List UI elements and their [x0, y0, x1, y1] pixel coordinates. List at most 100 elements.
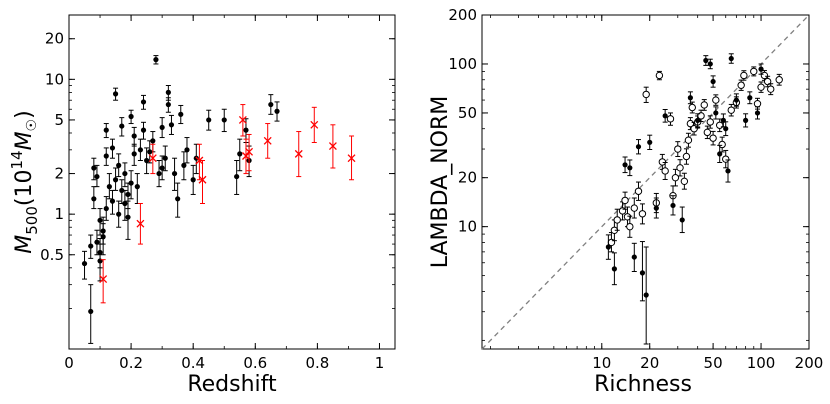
left-ylabel-odot: ☉	[24, 119, 40, 132]
data-point	[112, 87, 119, 101]
data-point	[206, 109, 212, 131]
data-point	[630, 197, 638, 219]
marker-filled-circle	[184, 147, 190, 153]
marker-filled-circle	[140, 127, 147, 133]
data-point	[712, 94, 720, 106]
marker-open-circle	[674, 145, 682, 153]
data-point	[122, 189, 128, 221]
data-point	[116, 200, 122, 228]
marker-filled-circle	[754, 110, 761, 116]
data-point	[119, 179, 125, 204]
data-point	[165, 97, 171, 113]
marker-filled-circle	[728, 55, 734, 62]
marker-filled-circle	[631, 254, 637, 260]
marker-open-circle	[722, 155, 730, 163]
marker-filled-circle	[162, 155, 168, 161]
marker-open-circle	[626, 222, 634, 231]
data-point	[112, 167, 119, 191]
marker-open-circle	[621, 196, 629, 205]
data-point	[757, 81, 765, 93]
data-point	[722, 149, 730, 169]
marker-filled-circle	[695, 117, 701, 123]
data-point	[109, 189, 116, 215]
data-point	[623, 206, 632, 228]
data-point	[103, 147, 109, 166]
data-point	[707, 58, 713, 70]
marker-filled-circle	[147, 149, 153, 155]
data-point	[710, 75, 716, 88]
data-point	[131, 143, 137, 166]
data-point	[717, 144, 723, 163]
marker-open-circle	[671, 173, 680, 182]
marker-filled-circle	[88, 243, 94, 249]
data-point	[310, 106, 319, 144]
marker-filled-circle	[171, 170, 178, 177]
marker-x	[195, 156, 204, 165]
x-tick-label: 0.2	[119, 354, 143, 372]
data-point	[221, 108, 227, 133]
one-to-one-reference-line	[481, 14, 810, 350]
marker-filled-circle	[687, 95, 693, 101]
marker-open-circle	[623, 213, 632, 221]
right-panel-lambda-vs-richness: 10 20 50 100 200 10 20 50 100 200 Richness LAMBD…	[428, 6, 823, 397]
data-point	[643, 246, 649, 345]
marker-filled-circle	[81, 260, 88, 267]
data-point	[97, 243, 103, 282]
marker-filled-circle	[156, 170, 162, 177]
marker-filled-circle	[97, 258, 103, 264]
x-tick-label: 0.8	[305, 354, 329, 372]
data-point	[670, 195, 676, 216]
marker-open-circle	[709, 134, 717, 142]
data-point	[268, 94, 274, 115]
marker-open-circle	[750, 67, 758, 76]
marker-filled-circle	[109, 145, 116, 151]
marker-filled-circle	[206, 117, 212, 123]
marker-filled-circle	[725, 168, 731, 174]
data-point	[190, 164, 196, 195]
y-tick-label: 200	[448, 6, 477, 24]
data-point	[725, 159, 731, 183]
data-point	[750, 66, 758, 77]
marker-filled-circle	[743, 117, 749, 123]
left-data-marks	[81, 55, 356, 344]
data-point	[647, 134, 653, 151]
marker-filled-circle	[221, 117, 227, 123]
data-point	[671, 168, 680, 187]
data-point	[294, 131, 303, 178]
data-point	[709, 130, 717, 146]
data-point	[747, 91, 753, 105]
marker-filled-circle	[237, 151, 243, 157]
marker-filled-circle	[713, 110, 719, 116]
data-point	[676, 159, 684, 177]
marker-filled-circle	[622, 162, 628, 168]
marker-filled-circle	[106, 184, 112, 190]
data-point	[140, 121, 147, 140]
marker-x	[245, 147, 254, 156]
y-tick-label: 20	[458, 169, 477, 187]
marker-open-circle	[655, 71, 664, 80]
marker-filled-circle	[639, 270, 646, 276]
data-point	[147, 140, 153, 164]
data-point	[94, 164, 100, 188]
data-point	[131, 126, 137, 147]
data-point	[134, 173, 140, 204]
data-point	[758, 63, 764, 75]
marker-filled-circle	[175, 196, 181, 202]
marker-filled-circle	[243, 127, 249, 133]
marker-x	[238, 115, 247, 124]
marker-open-circle	[718, 140, 726, 149]
marker-filled-circle	[168, 122, 175, 128]
marker-filled-circle	[103, 153, 109, 159]
marker-open-circle	[658, 158, 667, 166]
marker-filled-circle	[234, 173, 240, 180]
marker-filled-circle	[128, 180, 134, 186]
data-point	[128, 170, 134, 200]
data-point	[679, 206, 685, 234]
data-point	[99, 259, 108, 304]
marker-open-circle	[634, 187, 643, 195]
data-point	[611, 252, 617, 286]
data-point	[328, 124, 337, 169]
marker-open-circle	[775, 76, 783, 84]
data-point	[198, 160, 207, 204]
marker-filled-circle	[733, 97, 739, 103]
